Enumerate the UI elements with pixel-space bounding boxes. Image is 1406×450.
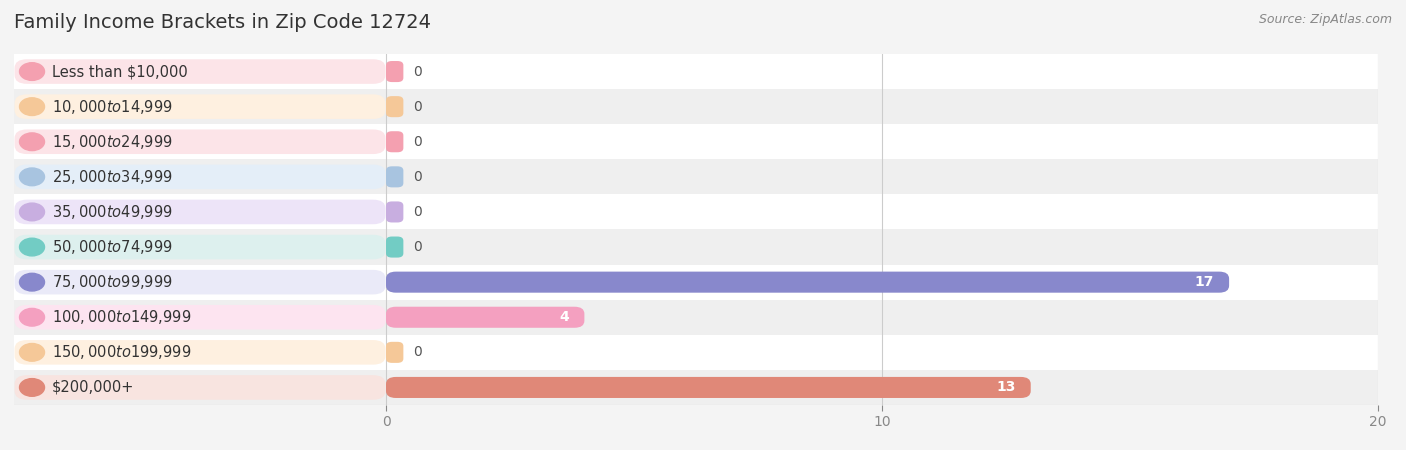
- Text: $25,000 to $34,999: $25,000 to $34,999: [52, 168, 173, 186]
- Circle shape: [20, 203, 45, 221]
- FancyBboxPatch shape: [387, 96, 404, 117]
- FancyBboxPatch shape: [14, 59, 385, 84]
- FancyBboxPatch shape: [14, 300, 1378, 335]
- FancyBboxPatch shape: [14, 94, 385, 119]
- FancyBboxPatch shape: [14, 200, 385, 224]
- Text: $100,000 to $149,999: $100,000 to $149,999: [52, 308, 191, 326]
- FancyBboxPatch shape: [14, 159, 1378, 194]
- Text: $15,000 to $24,999: $15,000 to $24,999: [52, 133, 173, 151]
- Text: $200,000+: $200,000+: [52, 380, 135, 395]
- FancyBboxPatch shape: [14, 335, 1378, 370]
- FancyBboxPatch shape: [14, 230, 1378, 265]
- Circle shape: [20, 378, 45, 396]
- Circle shape: [20, 98, 45, 116]
- FancyBboxPatch shape: [387, 342, 404, 363]
- FancyBboxPatch shape: [387, 237, 404, 257]
- Text: 13: 13: [997, 380, 1017, 395]
- Text: $35,000 to $49,999: $35,000 to $49,999: [52, 203, 173, 221]
- FancyBboxPatch shape: [14, 124, 1378, 159]
- FancyBboxPatch shape: [14, 265, 1378, 300]
- Circle shape: [20, 168, 45, 186]
- Text: 0: 0: [413, 205, 422, 219]
- Circle shape: [20, 343, 45, 361]
- Text: 0: 0: [413, 170, 422, 184]
- FancyBboxPatch shape: [14, 370, 1378, 405]
- FancyBboxPatch shape: [387, 131, 404, 152]
- FancyBboxPatch shape: [387, 202, 404, 222]
- FancyBboxPatch shape: [387, 272, 1229, 292]
- FancyBboxPatch shape: [14, 89, 1378, 124]
- Text: $75,000 to $99,999: $75,000 to $99,999: [52, 273, 173, 291]
- Text: $10,000 to $14,999: $10,000 to $14,999: [52, 98, 173, 116]
- Circle shape: [20, 133, 45, 151]
- Text: 0: 0: [413, 64, 422, 79]
- Text: Less than $10,000: Less than $10,000: [52, 64, 187, 79]
- Text: 4: 4: [560, 310, 569, 324]
- Circle shape: [20, 308, 45, 326]
- Circle shape: [20, 238, 45, 256]
- FancyBboxPatch shape: [387, 166, 404, 187]
- FancyBboxPatch shape: [387, 307, 585, 328]
- Text: 17: 17: [1195, 275, 1215, 289]
- Text: Family Income Brackets in Zip Code 12724: Family Income Brackets in Zip Code 12724: [14, 14, 432, 32]
- FancyBboxPatch shape: [14, 54, 1378, 89]
- FancyBboxPatch shape: [14, 165, 385, 189]
- Text: $50,000 to $74,999: $50,000 to $74,999: [52, 238, 173, 256]
- FancyBboxPatch shape: [387, 61, 404, 82]
- FancyBboxPatch shape: [14, 340, 385, 364]
- Text: 0: 0: [413, 240, 422, 254]
- FancyBboxPatch shape: [14, 194, 1378, 230]
- FancyBboxPatch shape: [14, 130, 385, 154]
- Text: Source: ZipAtlas.com: Source: ZipAtlas.com: [1258, 14, 1392, 27]
- FancyBboxPatch shape: [14, 270, 385, 294]
- Circle shape: [20, 63, 45, 81]
- Text: $150,000 to $199,999: $150,000 to $199,999: [52, 343, 191, 361]
- FancyBboxPatch shape: [387, 377, 1031, 398]
- FancyBboxPatch shape: [14, 375, 385, 400]
- FancyBboxPatch shape: [14, 305, 385, 329]
- Text: 0: 0: [413, 135, 422, 149]
- Text: 0: 0: [413, 345, 422, 360]
- FancyBboxPatch shape: [14, 235, 385, 259]
- Text: 0: 0: [413, 99, 422, 114]
- Circle shape: [20, 273, 45, 291]
